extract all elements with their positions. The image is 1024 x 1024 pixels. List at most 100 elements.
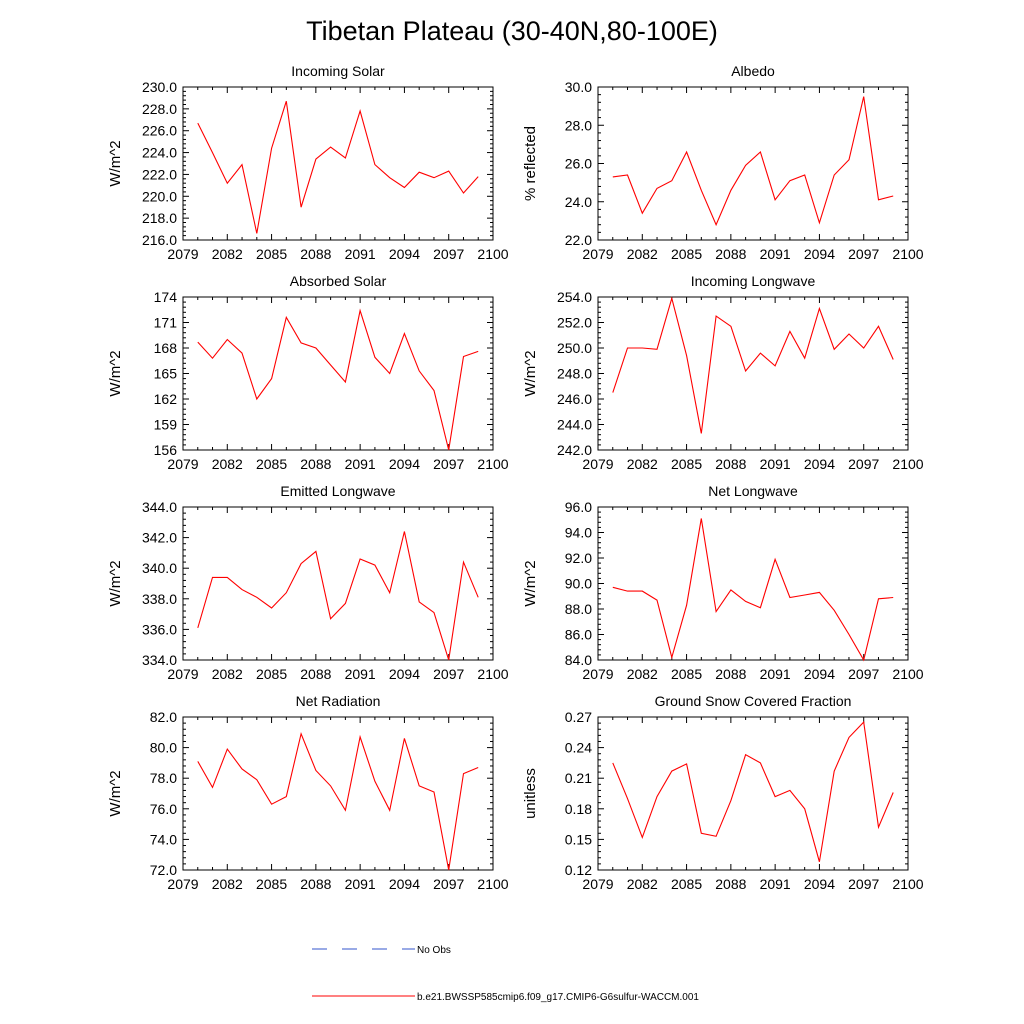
x-tick-label: 2100 [892,456,923,472]
y-axis-label: W/m^2 [107,140,124,186]
x-tick-label: 2097 [433,666,464,682]
y-tick-label: 94.0 [565,525,592,541]
x-tick-label: 2100 [892,876,923,892]
x-tick-label: 2097 [848,456,879,472]
x-tick-label: 2085 [256,246,287,262]
y-tick-label: 0.24 [565,740,592,756]
chart-panel: 2079 2082 2085 2088 2091 2094 2097 2100 156 159 16… [107,273,509,472]
y-tick-label: 218.0 [142,210,177,226]
chart-panel: 2079 2082 2085 2088 2091 2094 2097 2100 0.12 0.15… [522,693,924,892]
y-tick-label: 24.0 [565,194,592,210]
y-tick-label: 0.21 [565,770,592,786]
x-tick-label: 2094 [389,666,420,682]
y-tick-label: 252.0 [557,315,592,331]
x-tick-label: 2082 [627,246,658,262]
x-tick-label: 2085 [671,246,702,262]
x-tick-label: 2100 [477,666,508,682]
x-tick-label: 2094 [804,456,835,472]
panel-title: Ground Snow Covered Fraction [655,693,852,709]
y-tick-label: 0.15 [565,831,592,847]
x-tick-label: 2097 [433,456,464,472]
y-tick-label: 82.0 [150,709,177,725]
x-tick-label: 2082 [627,456,658,472]
y-tick-label: 242.0 [557,442,592,458]
y-tick-label: 246.0 [557,391,592,407]
x-tick-label: 2079 [582,246,613,262]
plot-frame [182,716,494,871]
x-tick-label: 2097 [848,666,879,682]
figure-title: Tibetan Plateau (30-40N,80-100E) [306,16,718,46]
panel-title: Emitted Longwave [280,483,395,499]
x-tick-label: 2088 [300,246,331,262]
y-tick-label: 96.0 [565,499,592,515]
x-tick-label: 2085 [256,876,287,892]
series-line [612,720,894,862]
y-tick-label: 30.0 [565,79,592,95]
x-tick-label: 2094 [389,246,420,262]
x-tick-label: 2097 [433,246,464,262]
chart-panel: 2079 2082 2085 2088 2091 2094 2097 2100 84.0 86.0… [522,483,924,682]
x-tick-label: 2100 [477,456,508,472]
series-line [197,731,479,871]
x-tick-label: 2100 [892,246,923,262]
x-tick-label: 2088 [715,456,746,472]
x-tick-label: 2079 [167,456,198,472]
x-tick-label: 2085 [671,456,702,472]
y-tick-label: 88.0 [565,601,592,617]
y-tick-label: 0.18 [565,801,592,817]
x-tick-label: 2094 [389,876,420,892]
x-tick-label: 2094 [804,246,835,262]
x-tick-label: 2100 [477,876,508,892]
y-tick-label: 344.0 [142,499,177,515]
x-tick-label: 2079 [582,876,613,892]
panel-title: Net Longwave [708,483,798,499]
x-tick-label: 2082 [627,876,658,892]
y-tick-label: 228.0 [142,101,177,117]
y-tick-label: 92.0 [565,550,592,566]
y-tick-label: 334.0 [142,652,177,668]
y-tick-label: 244.0 [557,417,592,433]
x-tick-label: 2082 [212,246,243,262]
series-line [612,96,894,227]
x-tick-label: 2091 [760,666,791,682]
y-tick-label: 90.0 [565,576,592,592]
y-tick-label: 22.0 [565,232,592,248]
y-axis-label: W/m^2 [522,350,539,396]
y-tick-label: 74.0 [150,831,177,847]
y-tick-label: 222.0 [142,166,177,182]
x-tick-label: 2100 [477,246,508,262]
y-tick-label: 0.27 [565,709,592,725]
series-line [197,531,479,661]
panel-title: Incoming Longwave [691,273,816,289]
y-tick-label: 162 [154,391,178,407]
plot-frame [597,716,909,871]
x-tick-label: 2091 [345,246,376,262]
x-tick-label: 2091 [760,876,791,892]
y-tick-label: 165 [154,366,178,382]
x-tick-label: 2085 [671,666,702,682]
y-tick-label: 250.0 [557,340,592,356]
x-tick-label: 2091 [760,246,791,262]
y-tick-label: 28.0 [565,117,592,133]
x-tick-label: 2088 [715,246,746,262]
x-tick-label: 2091 [760,456,791,472]
x-tick-label: 2082 [212,876,243,892]
x-tick-label: 2082 [212,456,243,472]
x-tick-label: 2079 [167,246,198,262]
x-tick-label: 2097 [848,876,879,892]
panel-title: Incoming Solar [291,63,385,79]
series-line [612,296,894,434]
y-tick-label: 171 [154,315,178,331]
plot-frame [182,506,494,661]
chart-panel: 2079 2082 2085 2088 2091 2094 2097 2100 22.0 24.0… [522,63,924,262]
y-tick-label: 174 [154,289,178,305]
series-line [612,518,894,662]
y-tick-label: 72.0 [150,862,177,878]
x-tick-label: 2085 [256,456,287,472]
y-tick-label: 336.0 [142,621,177,637]
y-tick-label: 84.0 [565,652,592,668]
x-tick-label: 2085 [671,876,702,892]
x-tick-label: 2079 [582,456,613,472]
chart-panel: 2079 2082 2085 2088 2091 2094 2097 2100 72.0 74.0… [107,693,509,892]
y-tick-label: 224.0 [142,145,177,161]
